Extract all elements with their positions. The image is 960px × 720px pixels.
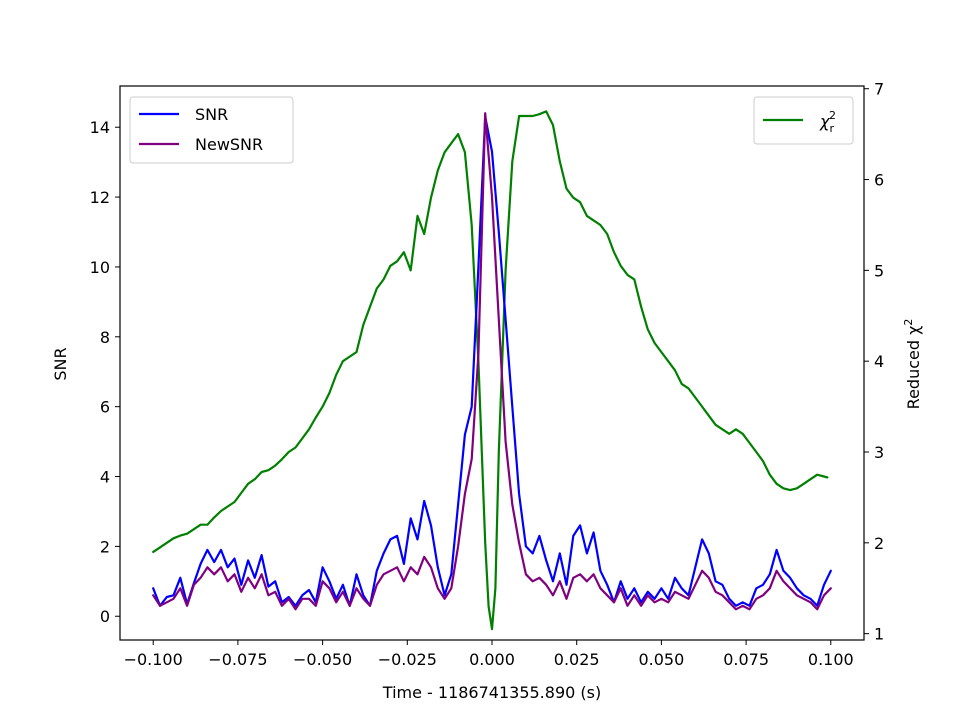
x-tick-label: 0.050 (638, 650, 684, 669)
x-tick-label: −0.050 (293, 650, 352, 669)
x-axis-label: Time - 1186741355.890 (s) (382, 683, 601, 702)
legend-chi2-base: χ (819, 112, 830, 131)
x-tick-label: 0.100 (808, 650, 854, 669)
y-axis-right-label: Reduced χ2 (902, 319, 923, 410)
y-left-tick-label: 6 (100, 398, 110, 417)
series-layer (152, 110, 832, 631)
legend-right: χr2 (753, 96, 854, 145)
y-right-tick-label: 1 (874, 625, 884, 644)
y-axis-right: 1 2 3 4 5 6 7 (864, 80, 884, 644)
series-line--r- (152, 110, 829, 631)
y-right-tick-label: 3 (874, 443, 884, 462)
legend-newsnr-label: NewSNR (195, 135, 263, 154)
series-line-newsnr (152, 112, 832, 611)
legend-chi2-sub: r (829, 122, 834, 135)
x-tick-label: −0.100 (124, 650, 183, 669)
series-line-snr (152, 115, 832, 607)
y-axis-left-label: SNR (51, 347, 70, 380)
y-left-tick-label: 14 (90, 118, 110, 137)
y-right-tick-label: 5 (874, 261, 884, 280)
x-tick-label: −0.075 (208, 650, 267, 669)
y-axis-right-label-sup: 2 (902, 319, 915, 326)
x-tick-label: 0.075 (723, 650, 769, 669)
y-right-tick-label: 7 (874, 80, 884, 99)
x-tick-label: −0.025 (378, 650, 437, 669)
x-tick-label: 0.000 (469, 650, 515, 669)
y-left-tick-label: 2 (100, 537, 110, 556)
y-axis-right-label-base: Reduced χ (904, 326, 923, 410)
y-left-tick-label: 10 (90, 258, 110, 277)
y-left-tick-label: 8 (100, 328, 110, 347)
legend-right-box (753, 96, 854, 145)
y-right-tick-label: 4 (874, 352, 884, 371)
y-left-tick-label: 0 (100, 607, 110, 626)
x-axis: −0.100 −0.075 −0.050 −0.025 0.000 0.025 0.050 0… (124, 640, 854, 669)
y-right-tick-label: 2 (874, 534, 884, 553)
y-right-tick-label: 6 (874, 171, 884, 190)
y-left-tick-label: 12 (90, 188, 110, 207)
x-tick-label: 0.025 (554, 650, 600, 669)
y-axis-left: 0 2 4 6 8 10 12 14 (90, 118, 120, 626)
legend-chi2-label: χr2 (819, 109, 836, 135)
legend-snr-label: SNR (195, 105, 228, 124)
legend-chi2-sup: 2 (829, 109, 836, 122)
legend-left: SNR NewSNR (129, 96, 294, 164)
y-left-tick-label: 4 (100, 468, 110, 487)
